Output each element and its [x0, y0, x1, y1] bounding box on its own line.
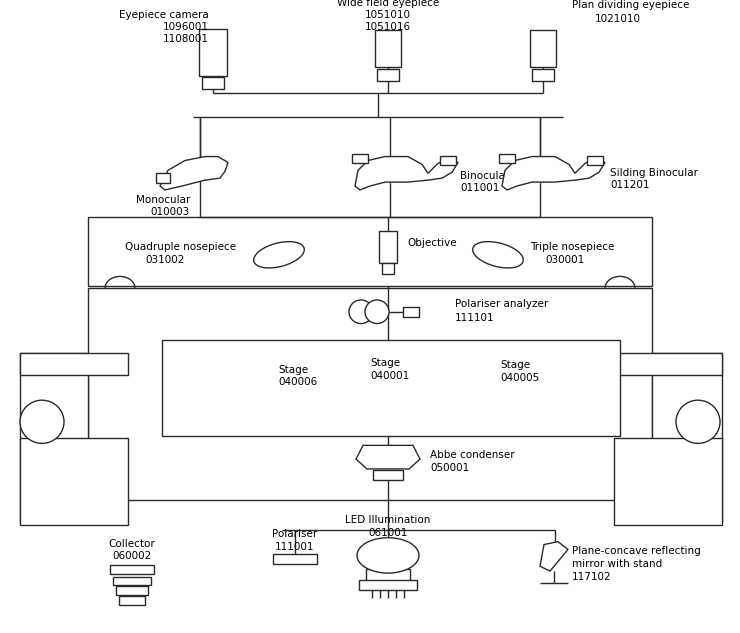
Text: 1108001: 1108001 — [163, 34, 209, 44]
Bar — [110, 565, 154, 573]
Bar — [499, 154, 515, 163]
Text: 040006: 040006 — [278, 377, 317, 387]
Text: Polariser: Polariser — [272, 529, 317, 539]
Text: Polariser analyzer: Polariser analyzer — [455, 299, 548, 309]
Bar — [162, 341, 620, 436]
Text: Abbe condenser: Abbe condenser — [430, 450, 514, 460]
Text: 011001: 011001 — [460, 183, 500, 193]
Bar — [359, 580, 417, 590]
Bar — [375, 30, 401, 67]
Text: 1051010: 1051010 — [365, 10, 411, 20]
Bar — [440, 156, 456, 165]
Text: 030001: 030001 — [545, 254, 585, 265]
Text: Eyepiece camera: Eyepiece camera — [119, 10, 209, 20]
Polygon shape — [355, 156, 458, 190]
Text: 111001: 111001 — [275, 542, 314, 551]
Bar — [614, 439, 722, 525]
Bar — [379, 231, 397, 263]
Text: 117102: 117102 — [572, 572, 612, 582]
Polygon shape — [502, 156, 605, 190]
Text: LED Illumination: LED Illumination — [346, 515, 431, 525]
Text: 040001: 040001 — [370, 370, 409, 380]
Bar — [373, 470, 403, 480]
Bar — [587, 156, 603, 165]
Bar — [366, 569, 410, 581]
Bar — [119, 596, 145, 605]
Bar — [88, 288, 652, 500]
Text: Monocular: Monocular — [135, 195, 190, 204]
Bar — [377, 69, 399, 81]
Bar — [156, 173, 170, 183]
Text: 111101: 111101 — [455, 313, 494, 323]
Text: 1051016: 1051016 — [365, 22, 411, 32]
Text: 060002: 060002 — [112, 551, 152, 561]
Text: Wide field eyepiece: Wide field eyepiece — [337, 0, 439, 8]
Polygon shape — [160, 156, 228, 190]
Bar — [113, 577, 151, 586]
Bar — [20, 353, 88, 522]
Text: Silding Binocular: Silding Binocular — [610, 168, 698, 179]
Bar — [202, 77, 224, 89]
Text: 061001: 061001 — [369, 528, 408, 538]
Text: 050001: 050001 — [430, 463, 469, 473]
Text: Quadruple nosepiece: Quadruple nosepiece — [125, 242, 236, 252]
Text: 011201: 011201 — [610, 180, 650, 190]
Polygon shape — [540, 542, 568, 571]
Text: mirror with stand: mirror with stand — [572, 559, 662, 569]
Bar — [199, 29, 227, 76]
Bar — [20, 353, 128, 375]
Bar — [20, 439, 128, 525]
Text: Stage: Stage — [278, 365, 308, 375]
Bar — [382, 263, 394, 275]
Ellipse shape — [254, 242, 304, 268]
Bar — [88, 218, 652, 286]
Circle shape — [349, 300, 373, 323]
Circle shape — [365, 300, 389, 323]
Text: 040005: 040005 — [500, 373, 539, 382]
Bar — [403, 307, 419, 316]
Text: Triple nosepiece: Triple nosepiece — [530, 242, 614, 252]
Bar — [273, 555, 317, 564]
Bar — [352, 154, 368, 163]
Bar — [532, 69, 554, 81]
Bar — [652, 353, 722, 522]
Text: Stage: Stage — [500, 360, 530, 370]
Text: Stage: Stage — [370, 358, 400, 368]
Polygon shape — [356, 446, 420, 469]
Bar — [614, 353, 722, 375]
Text: Binocular: Binocular — [460, 171, 509, 181]
Text: 1096001: 1096001 — [163, 22, 209, 32]
Bar — [530, 30, 556, 67]
Bar — [116, 586, 148, 595]
Ellipse shape — [357, 537, 419, 573]
Text: 031002: 031002 — [145, 254, 184, 265]
Text: Collector: Collector — [109, 539, 155, 549]
Text: 010003: 010003 — [151, 206, 190, 216]
Text: 1021010: 1021010 — [595, 14, 641, 24]
Text: Plane-concave reflecting: Plane-concave reflecting — [572, 546, 701, 556]
Circle shape — [20, 400, 64, 443]
Circle shape — [676, 400, 720, 443]
Text: Plan dividing eyepiece: Plan dividing eyepiece — [572, 0, 690, 10]
Ellipse shape — [473, 242, 523, 268]
Text: Objective: Objective — [407, 238, 457, 248]
